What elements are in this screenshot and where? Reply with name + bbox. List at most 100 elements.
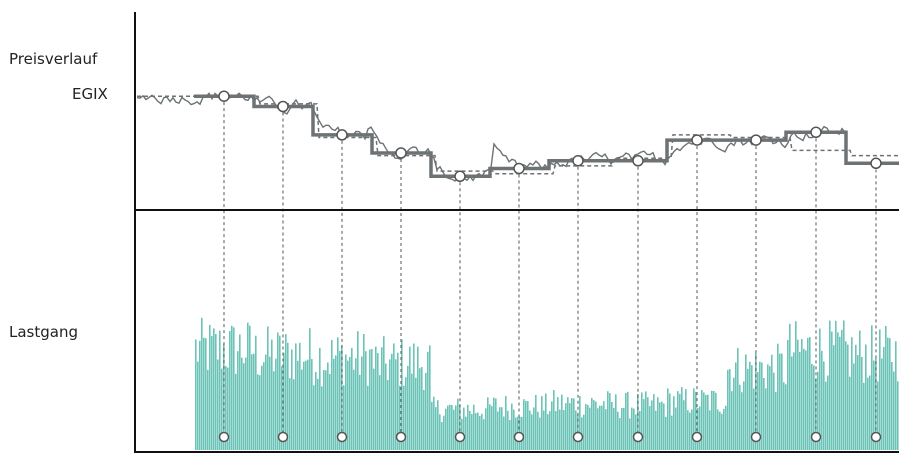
load-marker [395, 431, 407, 443]
load-bar [795, 321, 797, 450]
load-bar [503, 416, 505, 450]
load-bar [263, 362, 265, 450]
load-bar [631, 407, 633, 450]
load-bar [269, 356, 271, 450]
load-bar [325, 370, 327, 450]
load-bar [697, 408, 699, 450]
load-bar [587, 404, 589, 450]
load-bar [895, 341, 897, 450]
load-bar [235, 373, 237, 450]
load-bar [289, 378, 291, 450]
load-bar [433, 396, 435, 450]
load-bar [467, 404, 469, 450]
load-bar [291, 349, 293, 450]
load-bar [873, 360, 875, 450]
load-bar [609, 393, 611, 450]
price-marker [750, 134, 762, 146]
load-bar [891, 362, 893, 450]
load-bar [889, 338, 891, 450]
load-bar [633, 408, 635, 450]
load-bar [439, 414, 441, 450]
load-bar [721, 413, 723, 450]
load-bar [589, 407, 591, 450]
load-marker [870, 431, 882, 443]
daily-price-line [136, 92, 846, 182]
load-bar [851, 337, 853, 450]
load-bar [405, 377, 407, 450]
load-bar [459, 404, 461, 450]
load-bar [571, 398, 573, 450]
load-bar [381, 347, 383, 450]
load-bar [821, 350, 823, 450]
load-bar [613, 408, 615, 450]
load-bar [249, 325, 251, 450]
load-bar [195, 339, 197, 450]
load-bar [475, 413, 477, 450]
load-bar [777, 343, 779, 450]
load-bar [523, 399, 525, 450]
load-bar [693, 388, 695, 450]
load-bar [769, 366, 771, 450]
load-bar [797, 339, 799, 450]
load-bar [867, 377, 869, 450]
load-bar [615, 394, 617, 450]
load-bar [455, 405, 457, 450]
load-bar [347, 360, 349, 450]
load-bar [897, 381, 899, 450]
load-bar [671, 415, 673, 450]
load-bar [371, 349, 373, 450]
monthly-price-step-line [194, 94, 899, 179]
load-bar [547, 414, 549, 450]
load-bar [645, 391, 647, 450]
load-bar [691, 409, 693, 450]
load-bar [749, 361, 751, 450]
load-bar [311, 359, 313, 450]
load-bar [313, 385, 315, 450]
load-bar [421, 367, 423, 450]
load-bar [579, 396, 581, 450]
load-bar [307, 359, 309, 450]
load-bar [273, 371, 275, 450]
load-bar [641, 392, 643, 450]
load-bar [731, 391, 733, 450]
load-bar [655, 410, 657, 450]
load-bar [487, 397, 489, 450]
load-bar [383, 336, 385, 450]
price-marker [395, 147, 407, 159]
load-bar [225, 366, 227, 450]
load-bar [317, 378, 319, 450]
load-bar [813, 365, 815, 450]
load-bar [493, 397, 495, 450]
load-bar [847, 344, 849, 450]
load-bar [389, 359, 391, 450]
load-bar [295, 343, 297, 450]
load-bar [789, 323, 791, 450]
load-bar [635, 414, 637, 450]
load-bar [719, 411, 721, 450]
load-bar [741, 392, 743, 450]
load-bar [627, 391, 629, 450]
load-bar [285, 334, 287, 450]
load-bar [603, 401, 605, 450]
load-bar [753, 388, 755, 450]
load-marker [277, 431, 289, 443]
load-bar [427, 351, 429, 450]
load-bar [253, 353, 255, 450]
load-bar [679, 393, 681, 450]
load-bar [471, 414, 473, 450]
load-bar [205, 338, 207, 450]
load-bar [669, 393, 671, 450]
load-bar [761, 362, 763, 450]
load-bar [611, 402, 613, 450]
load-bar [417, 346, 419, 450]
load-bar [345, 354, 347, 450]
load-bar [305, 360, 307, 450]
load-bar [539, 417, 541, 450]
load-bar [785, 384, 787, 450]
load-bar [537, 411, 539, 450]
load-bar [281, 366, 283, 450]
load-bar [341, 346, 343, 450]
load-bar [735, 362, 737, 450]
load-bar [215, 334, 217, 450]
markers [218, 90, 882, 443]
